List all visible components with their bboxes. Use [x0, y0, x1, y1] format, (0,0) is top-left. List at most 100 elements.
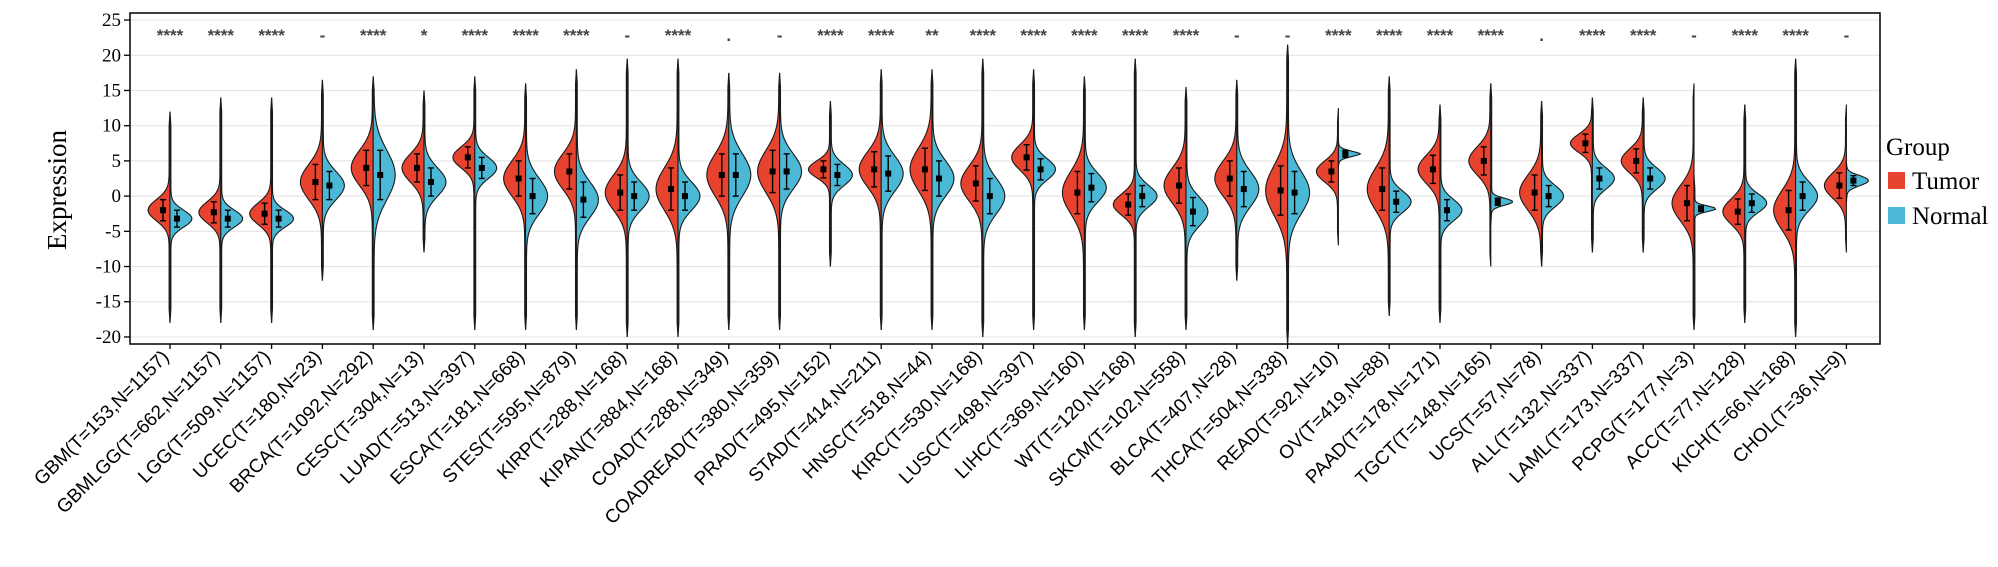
tumor-mean-point [1582, 140, 1589, 147]
significance-label: **** [868, 26, 895, 45]
violin-6 [452, 76, 498, 330]
violin-3 [299, 79, 345, 281]
normal-violin [1337, 139, 1362, 168]
normal-violin [626, 58, 650, 337]
normal-violin [1744, 104, 1768, 323]
violin-7 [503, 83, 549, 330]
tumor-violin [858, 69, 882, 330]
tumor-mean-point [668, 186, 674, 193]
tumor-mean-point [1226, 175, 1233, 182]
tumor-violin [553, 69, 577, 330]
tumor-violin [1112, 58, 1136, 337]
tumor-violin [401, 90, 425, 253]
y-axis: -20 -15 -10 -5 0 5 10 15 20 25 [96, 10, 130, 348]
tumor-mean-point [1125, 201, 1132, 208]
violin-21 [1214, 79, 1260, 281]
tumor-mean-point [1785, 207, 1792, 214]
normal-violin [1083, 76, 1107, 330]
normal-mean-point [1088, 184, 1095, 191]
violin-19 [1112, 58, 1158, 337]
violin-30 [1671, 83, 1717, 330]
normal-violin [1388, 76, 1412, 316]
tumor-violin [198, 97, 222, 323]
tumor-mean-point [515, 175, 522, 182]
violin-14 [858, 69, 904, 330]
significance-label: **** [1173, 26, 1200, 45]
normal-violin [1795, 58, 1819, 337]
tumor-violin [1468, 83, 1492, 267]
normal-violin [1287, 44, 1311, 345]
tumor-violin [299, 79, 323, 281]
tumor-violin [655, 58, 679, 337]
tumor-mean-point [464, 154, 471, 161]
tumor-violin [1163, 86, 1187, 330]
legend-title: Group [1886, 134, 1950, 161]
significance-label: **** [1478, 26, 1505, 45]
tumor-mean-point [312, 179, 319, 186]
violin-24 [1366, 76, 1412, 316]
significance-label: **** [360, 26, 387, 45]
y-tick-label: 10 [102, 116, 121, 137]
normal-mean-point [1698, 205, 1704, 212]
significance-label: **** [817, 26, 844, 45]
significance-label: - [1234, 26, 1240, 45]
y-tick-label: 15 [102, 80, 121, 101]
tumor-mean-point [718, 171, 725, 178]
violin-32 [1773, 58, 1819, 337]
normal-mean-point [1494, 198, 1501, 205]
legend-swatch-tumor [1888, 172, 1905, 189]
normal-violin [1693, 174, 1717, 330]
y-tick-label: -5 [105, 221, 121, 242]
normal-mean-point [1342, 150, 1349, 157]
tumor-violin [249, 97, 273, 323]
tumor-mean-point [972, 180, 979, 187]
significance-label: - [320, 26, 326, 45]
normal-mean-point [1037, 166, 1044, 173]
normal-mean-point [478, 164, 485, 171]
normal-mean-point [732, 171, 739, 178]
violin-20 [1163, 86, 1209, 330]
tumor-mean-point [566, 168, 573, 175]
violin-22 [1265, 44, 1311, 345]
normal-violin [423, 90, 447, 253]
x-axis: GBM(T=153,N=1157)GBMLGG(T=662,N=1157)LGG… [30, 344, 1850, 529]
normal-mean-point [1596, 175, 1603, 182]
normal-mean-point [326, 182, 333, 189]
tumor-mean-point [820, 166, 827, 173]
normal-violin [779, 72, 803, 330]
tumor-mean-point [1684, 200, 1690, 207]
normal-mean-point [580, 196, 587, 203]
tumor-mean-point [1023, 154, 1030, 161]
violin-16 [960, 58, 1006, 337]
normal-violin [1845, 160, 1869, 204]
significance-label: **** [157, 26, 184, 45]
violin-13 [807, 100, 853, 267]
normal-mean-point [529, 193, 536, 200]
significance-label: **** [970, 26, 997, 45]
tumor-mean-point [769, 168, 776, 175]
significance-label: **** [1782, 26, 1809, 45]
tumor-violin [960, 58, 984, 337]
tumor-violin [1366, 76, 1390, 316]
normal-mean-point [174, 215, 180, 222]
violin-4 [350, 76, 396, 330]
normal-violin [1490, 83, 1514, 225]
normal-violin [575, 69, 599, 330]
tumor-violin [757, 72, 781, 330]
violin-18 [1061, 76, 1107, 330]
tumor-mean-point [1480, 157, 1487, 164]
normal-mean-point [682, 193, 688, 200]
tumor-violin [1011, 69, 1035, 330]
normal-mean-point [885, 170, 892, 177]
significance-label: **** [563, 26, 590, 45]
tumor-mean-point [1277, 187, 1284, 194]
normal-violin [220, 97, 244, 323]
significance-label: **** [1630, 26, 1657, 45]
tumor-mean-point [1176, 182, 1182, 189]
tumor-mean-point [1531, 189, 1538, 196]
normal-violin [1236, 79, 1260, 281]
normal-violin [1033, 69, 1056, 330]
significance-label: . [1539, 26, 1544, 45]
violin-29 [1620, 97, 1666, 253]
